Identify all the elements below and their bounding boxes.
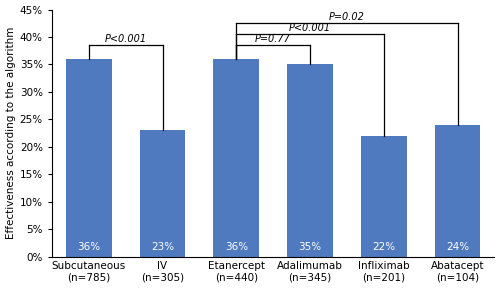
Text: P<0.001: P<0.001 [289,23,331,33]
Text: 24%: 24% [446,242,469,252]
Text: P<0.001: P<0.001 [104,34,146,43]
Bar [434,125,480,257]
Y-axis label: Effectiveness according to the algorithm: Effectiveness according to the algorithm [6,27,16,239]
Bar [361,136,406,257]
Bar [140,130,186,257]
Bar [66,59,112,257]
Text: 36%: 36% [77,242,100,252]
Text: P=0.02: P=0.02 [329,12,365,22]
Text: P=0.77: P=0.77 [255,34,291,43]
Text: 35%: 35% [298,242,322,252]
Bar [287,65,333,257]
Text: 23%: 23% [151,242,174,252]
Bar [214,59,259,257]
Text: 22%: 22% [372,242,396,252]
Text: 36%: 36% [224,242,248,252]
